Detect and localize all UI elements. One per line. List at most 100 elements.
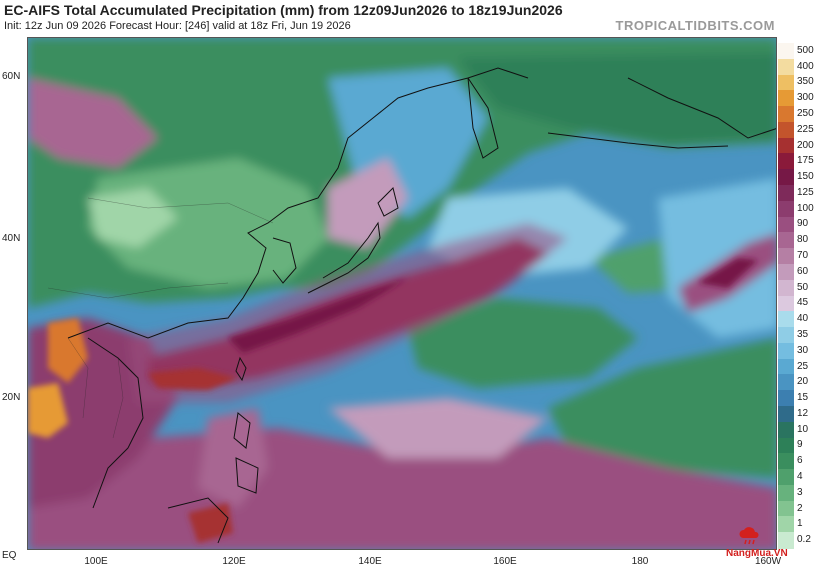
colorbar-level-label: 1 [797, 518, 803, 530]
precipitation-field [28, 38, 776, 549]
colorbar-level-label: 2 [797, 502, 803, 514]
colorbar-level-label: 4 [797, 470, 803, 482]
coast-alaska [627, 77, 776, 139]
lon-label-160w: 160W [754, 556, 782, 567]
colorbar-level-label: 45 [797, 297, 809, 309]
field-japan-lilac [328, 158, 408, 248]
colorbar-level-label: 35 [797, 328, 809, 340]
field-east-purple-core [698, 258, 758, 288]
field-mongolia-pale [88, 188, 178, 248]
colorbar-swatch [778, 311, 794, 328]
coast-philippines-luzon [233, 412, 251, 449]
colorbar-level-label: 70 [797, 250, 809, 262]
watermark-text: NangMua.VN [726, 548, 788, 559]
colorbar-swatch [778, 484, 794, 502]
lat-label-60n: 60N [2, 71, 21, 82]
colorbar-swatch [778, 469, 794, 486]
colorbar-swatch [778, 74, 794, 91]
colorbar-swatch [778, 453, 794, 470]
field-rain-band-outer [128, 223, 568, 403]
map-subtitle: Init: 12z Jun 09 2026 Forecast Hour: [24… [4, 20, 351, 32]
lon-label-120e: 120E [222, 556, 246, 567]
colorbar-level-label: 30 [797, 344, 809, 356]
colorbar-level-label: 20 [797, 376, 809, 388]
coast-philippines-south [235, 457, 259, 494]
colorbar-level-label: 25 [797, 360, 809, 372]
lon-label-140e: 140E [358, 556, 382, 567]
colorbar-level-label: 12 [797, 407, 809, 419]
colorbar-swatch [778, 500, 794, 517]
colorbar-swatch [778, 90, 794, 107]
field-rain-core [228, 278, 408, 353]
colorbar-level-label: 0.2 [797, 534, 811, 546]
colorbar-level-label: 10 [797, 423, 809, 435]
coast-kamchatka [467, 77, 499, 159]
coast-japan [307, 221, 381, 294]
colorbar-level-label: 225 [797, 123, 814, 135]
colorbar-level-label: 9 [797, 439, 803, 451]
colorbar-level-label: 500 [797, 44, 814, 56]
coast-taiwan [235, 356, 247, 382]
colorbar-level-label: 200 [797, 139, 814, 151]
lat-label-20n: 20N [2, 392, 21, 403]
colorbar-swatch [778, 121, 794, 139]
colorbar-swatch [778, 232, 794, 249]
colorbar-swatch [778, 390, 794, 407]
colorbar-level-label: 90 [797, 218, 809, 230]
coast-indochina [87, 337, 144, 509]
colorbar-level-label: 300 [797, 92, 814, 104]
precipitation-map [27, 37, 777, 550]
colorbar-level-label: 3 [797, 486, 803, 498]
field-east-green [548, 338, 776, 478]
coast-aleutians [547, 132, 729, 149]
colorbar-swatch [778, 263, 794, 281]
coast-asia-east [67, 67, 529, 339]
colorbar-swatch [778, 106, 794, 123]
colorbar-level-label: 150 [797, 171, 814, 183]
colorbar-level-label: 100 [797, 202, 814, 214]
field-philippines-purple [198, 408, 268, 508]
colorbar-level-label: 250 [797, 108, 814, 120]
colorbar-swatch [778, 185, 794, 202]
lat-label-eq: EQ [2, 550, 17, 561]
colorbar-swatch [778, 58, 794, 76]
colorbar-swatch [778, 342, 794, 360]
colorbar-swatch [778, 437, 794, 454]
field-central-green [408, 298, 638, 388]
colorbar-swatch [778, 516, 794, 533]
lon-label-100e: 100E [84, 556, 108, 567]
colorbar [778, 43, 794, 549]
field-northwest-lilac [28, 78, 158, 168]
colorbar-level-label: 125 [797, 186, 814, 198]
lon-label-160e: 160E [493, 556, 517, 567]
field-south-china-core [148, 368, 238, 390]
colorbar-level-label: 175 [797, 155, 814, 167]
lon-label-180: 180 [631, 556, 649, 567]
colorbar-swatch [778, 532, 794, 549]
colorbar-swatch [778, 405, 794, 423]
colorbar-swatch [778, 295, 794, 312]
coastlines [67, 67, 776, 544]
lat-label-40n: 40N [2, 233, 21, 244]
colorbar-swatch [778, 248, 794, 265]
colorbar-swatch [778, 279, 794, 296]
colorbar-swatch [778, 374, 794, 391]
colorbar-level-label: 60 [797, 265, 809, 277]
map-title: EC-AIFS Total Accumulated Precipitation … [4, 2, 563, 18]
colorbar-swatch [778, 327, 794, 344]
colorbar-level-label: 6 [797, 455, 803, 467]
coast-korea [272, 237, 297, 284]
colorbar-swatch [778, 169, 794, 186]
coast-borneo [167, 497, 229, 544]
colorbar-level-label: 50 [797, 281, 809, 293]
colorbar-level-label: 15 [797, 392, 809, 404]
coast-hokkaido [377, 187, 399, 217]
colorbar-swatch [778, 200, 794, 218]
colorbar-swatch [778, 137, 794, 154]
colorbar-level-label: 80 [797, 234, 809, 246]
borders [47, 197, 274, 439]
colorbar-swatch [778, 153, 794, 170]
colorbar-swatch [778, 358, 794, 375]
cloud-rain-logo-icon [739, 527, 759, 545]
field-myanmar-orange [28, 383, 68, 438]
